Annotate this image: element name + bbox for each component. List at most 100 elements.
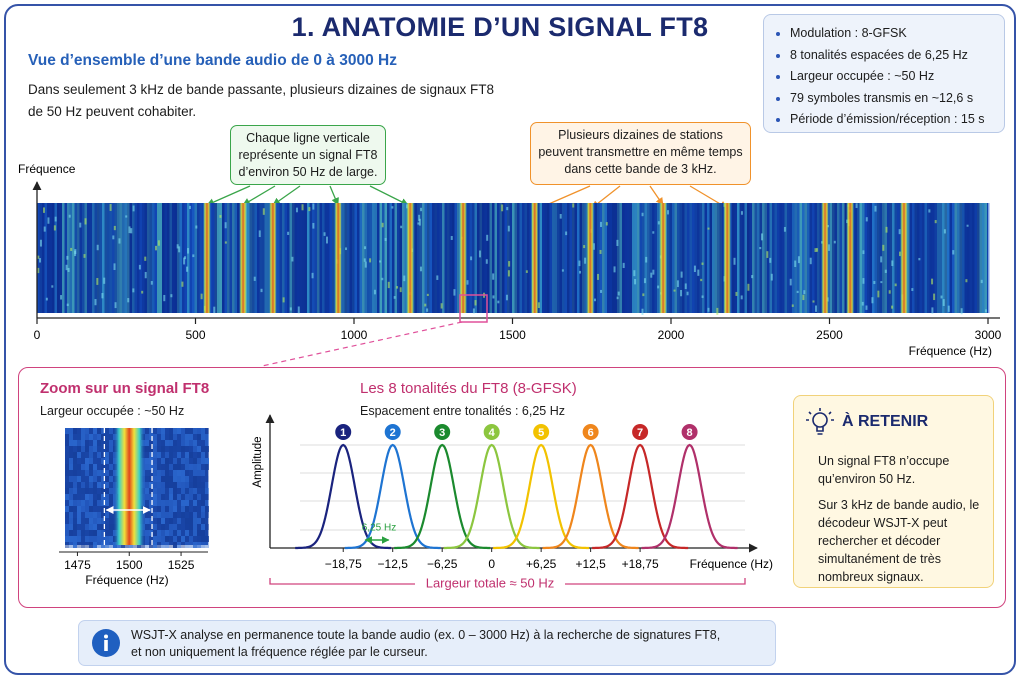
noise-cell [197,464,201,470]
noise-cell [109,434,113,440]
noise-column [929,203,932,313]
noise-column [439,203,442,313]
noise-speck [369,258,372,263]
noise-cell [185,482,189,488]
noise-speck [219,215,222,218]
noise-cell [169,512,173,518]
noise-speck [112,235,115,240]
noise-cell [177,440,181,446]
noise-speck [791,304,794,307]
noise-speck [37,255,40,259]
noise-cell [69,458,73,464]
noise-cell [149,488,153,494]
noise-speck [45,297,48,301]
tone-curve [641,443,738,550]
tone-badge [632,424,649,440]
noise-cell [69,488,73,494]
noise-column [174,203,177,313]
noise-speck [605,222,608,226]
noise-cell [145,434,149,440]
noise-speck [680,289,683,297]
noise-column [74,203,77,313]
noise-cell [89,446,93,452]
noise-cell [65,434,69,440]
noise-column [449,203,452,313]
noise-cell [109,476,113,482]
noise-speck [506,207,509,211]
noise-cell [145,470,149,476]
noise-column [517,203,520,313]
noise-cell [89,488,93,494]
noise-cell [97,512,101,518]
noise-speck [650,272,653,278]
noise-column [359,203,362,313]
noise-cell [169,506,173,512]
noise-cell [193,542,197,548]
noise-cell [73,500,77,506]
noise-cell [77,440,81,446]
noise-speck [634,278,637,285]
noise-column [354,203,357,313]
noise-column [82,203,85,313]
noise-column [279,203,282,313]
noise-cell [189,470,193,476]
noise-column [574,203,577,313]
noise-column [784,203,787,313]
noise-speck [888,290,891,294]
noise-cell [109,428,113,434]
noise-cell [201,506,205,512]
noise-cell [109,536,113,542]
noise-cell [93,542,97,548]
noise-column [692,203,695,313]
tone-curve [592,443,689,550]
noise-column [619,203,622,313]
noise-column [319,203,322,313]
noise-column [137,203,140,313]
noise-cell [73,530,77,536]
overview-heading: Vue d’ensemble d’une bande audio de 0 à … [28,52,397,69]
noise-cell [169,434,173,440]
noise-column [567,203,570,313]
noise-cell [109,494,113,500]
noise-cell [81,482,85,488]
noise-column [59,203,62,313]
noise-speck [84,218,87,225]
noise-speck [42,207,45,213]
x-tick-label: −12,5 [378,557,409,571]
noise-speck [176,244,179,249]
noise-column [309,203,312,313]
noise-cell [149,524,153,530]
noise-column [452,203,455,313]
noise-cell [69,500,73,506]
noise-speck [891,260,894,267]
noise-column [474,203,477,313]
signal [202,203,211,313]
noise-column [987,203,990,313]
noise-speck [984,309,987,313]
noise-column [572,203,575,313]
noise-cell [65,524,69,530]
noise-column [247,203,250,313]
noise-cell [201,488,205,494]
noise-cell [105,458,109,464]
noise-cell [97,476,101,482]
signal [406,203,415,313]
noise-cell [193,452,197,458]
noise-cell [201,452,205,458]
noise-cell [101,482,105,488]
noise-cell [77,530,81,536]
noise-column [399,203,402,313]
noise-speck [114,302,117,309]
noise-cell [145,428,149,434]
noise-cell [149,536,153,542]
noise-cell [205,494,209,500]
noise-cell [77,458,81,464]
noise-cell [173,446,177,452]
noise-column [222,203,225,313]
noise-cell [157,500,161,506]
total-label-bg [415,575,565,593]
noise-cell [85,494,89,500]
noise-speck [871,297,874,304]
noise-speck [565,231,568,236]
noise-column [582,203,585,313]
